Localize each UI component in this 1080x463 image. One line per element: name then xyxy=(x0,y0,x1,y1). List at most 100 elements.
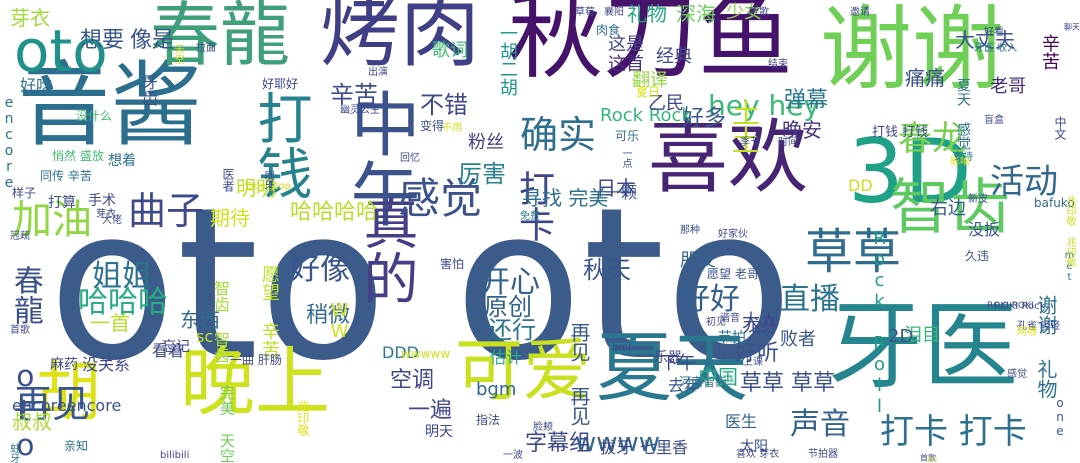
word-142: 害怕 xyxy=(440,257,465,271)
word-23: 春龙 xyxy=(898,119,966,159)
word-14: 夏天 xyxy=(596,323,748,412)
word-62: 少女 xyxy=(726,2,762,23)
word-137: 时间 xyxy=(778,137,798,148)
word-55: 好多 xyxy=(682,106,727,131)
word-150: bafuko xyxy=(1034,196,1075,210)
word-101: 节拍 xyxy=(718,330,746,346)
word-143: 那种 xyxy=(680,225,700,236)
word-34: 开心 xyxy=(480,265,540,300)
word-30: 春龍 oto xyxy=(8,265,43,463)
word-145: 好家伙 xyxy=(718,229,748,240)
word-100: 乐器 xyxy=(654,350,682,366)
word-107: 估计 xyxy=(490,348,523,367)
word-106: 东西 xyxy=(180,308,220,332)
word-133: 不用 xyxy=(442,123,462,134)
word-8: 3D xyxy=(848,120,972,223)
word-172: 襄阳 xyxy=(604,7,624,18)
word-96: 医生 xyxy=(725,412,758,431)
word-108: 忘记 xyxy=(162,339,190,355)
word-16: 草草 xyxy=(805,224,902,280)
word-45: 日本 xyxy=(596,176,636,200)
word-69: 乙民 xyxy=(648,93,684,114)
word-124: encore xyxy=(1,95,17,191)
word-128: 好耶好 xyxy=(262,77,299,91)
word-102: 空调 xyxy=(390,368,435,393)
word-43: 不错 xyxy=(420,91,468,119)
word-95: 去年 xyxy=(668,376,701,395)
word-180: 牙医 收入 xyxy=(974,43,1018,54)
word-87: 2D xyxy=(888,326,914,347)
word-59: 经典 xyxy=(656,46,692,67)
word-162: 脸颊 xyxy=(533,422,553,433)
word-83: DD xyxy=(848,176,873,195)
word-53: 厉害 xyxy=(458,160,506,188)
word-6: oto xyxy=(14,17,108,85)
word-94: bgm xyxy=(476,379,517,400)
word-84: 朋友 xyxy=(680,250,716,271)
word-1: 秋刀鱼 xyxy=(508,0,794,92)
word-64: 像是 xyxy=(130,28,175,53)
word-65: 芽衣 xyxy=(10,6,50,30)
word-47: 原创 xyxy=(484,293,532,321)
word-2: 谢谢 xyxy=(820,0,1005,103)
word-37: 声音 xyxy=(790,407,850,442)
word-0: oto oto xyxy=(48,162,794,407)
word-52: 明明 xyxy=(236,176,276,200)
word-120: sc xyxy=(196,327,214,346)
word-179: 好看 xyxy=(984,27,1004,38)
word-10: 牙医 xyxy=(828,292,1019,402)
word-19: 感觉 xyxy=(398,174,483,223)
word-103: 没关系 xyxy=(82,355,131,374)
word-160: 节拍器 xyxy=(808,449,838,460)
word-154: 谐音 xyxy=(720,313,740,324)
word-146: 愿望 老哥 xyxy=(707,267,759,281)
word-54: 寻找 完美 xyxy=(522,186,609,210)
word-148: 孔雀 轻轻 xyxy=(1017,321,1061,332)
word-4: 烤肉 xyxy=(320,0,480,78)
word-115: 想着 xyxy=(108,153,136,169)
word-118: 完美 天空 xyxy=(217,385,235,463)
word-122: 牙齿 xyxy=(139,74,158,106)
word-131: 变得 xyxy=(420,119,445,133)
word-89: 龙牙 xyxy=(743,316,779,337)
word-126: 同传 辛苦 xyxy=(40,169,92,183)
word-127: 悄然 盛放 xyxy=(52,149,104,163)
word-81: 没扳 xyxy=(968,220,1001,239)
word-119: DDD xyxy=(382,343,419,362)
word-113: 麻药 xyxy=(50,357,78,373)
word-82: Rock Roll xyxy=(869,228,890,417)
word-79: 夏天 感觉 xyxy=(955,78,971,150)
word-48: 还行 xyxy=(488,316,536,344)
word-61: 深海 xyxy=(676,2,716,26)
word-176: 拉面 xyxy=(196,43,216,54)
word-24: 活动 xyxy=(990,162,1058,202)
word-167: one xyxy=(1053,396,1067,438)
word-25: 曲子 xyxy=(128,189,205,233)
word-139: 刷牙 xyxy=(262,170,273,190)
word-78: 打钱 打钱 xyxy=(872,125,929,140)
word-56: Rock Rock xyxy=(600,105,692,126)
word-92: 下午 xyxy=(660,353,696,374)
word-35: 好好 xyxy=(680,282,740,317)
word-141: 一颗 xyxy=(605,183,638,202)
word-36: 直播 xyxy=(780,282,840,317)
word-44: 辛苦 xyxy=(330,81,378,109)
word-15: 智齿 xyxy=(890,173,1010,243)
word-21: 打卡 打卡 xyxy=(880,412,1027,452)
word-166: 蛀牙 xyxy=(9,443,21,463)
word-68: 歌词 xyxy=(432,40,468,61)
word-169: 首歌 xyxy=(920,454,936,463)
word-177: 天空 xyxy=(172,44,183,64)
word-67: 一胡二胡 xyxy=(497,24,518,96)
word-134: Don stop xyxy=(246,181,291,192)
word-66: 好吃 xyxy=(20,76,53,95)
word-11: 晚上 xyxy=(180,338,331,426)
word-187: 一点 xyxy=(620,148,631,168)
word-116: 打算 xyxy=(48,195,76,211)
word-93: 中国 xyxy=(698,365,738,389)
word-171: 草莓 xyxy=(575,7,595,18)
word-185: 影响 xyxy=(950,157,970,168)
word-152: bml xyxy=(612,342,631,353)
word-153: 上课 xyxy=(743,357,763,368)
